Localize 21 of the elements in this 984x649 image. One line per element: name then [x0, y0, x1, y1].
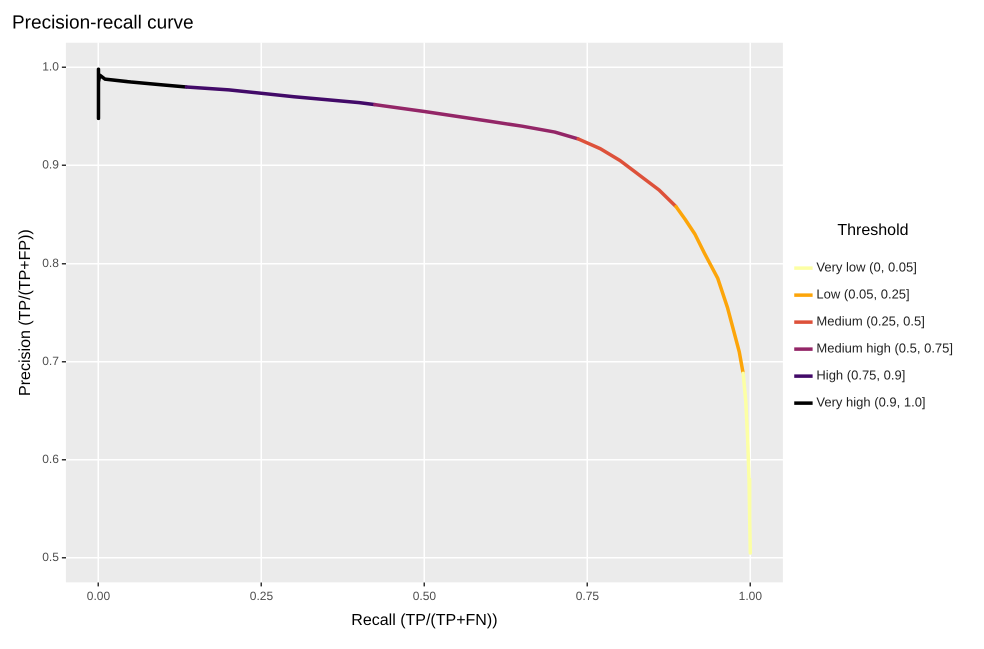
- x-tick-label: 0.00: [86, 588, 110, 603]
- x-tick-label: 1.00: [738, 588, 762, 603]
- legend-label: High (0.75, 0.9]: [816, 368, 906, 383]
- legend-label: Very low (0, 0.05]: [816, 260, 917, 275]
- y-tick-label: 0.8: [42, 256, 60, 270]
- y-tick-label: 0.5: [42, 550, 60, 564]
- y-tick-label: 0.7: [42, 354, 60, 368]
- legend-label: Medium high (0.5, 0.75]: [816, 340, 953, 356]
- legend-title: Threshold: [837, 222, 909, 239]
- x-tick-label: 0.50: [412, 588, 436, 603]
- legend-label: Low (0.05, 0.25]: [816, 286, 910, 302]
- y-axis-title: Precision (TP/(TP+FP)): [17, 229, 34, 396]
- x-tick-label: 0.75: [576, 588, 600, 603]
- y-tick-label: 0.6: [42, 452, 60, 466]
- x-tick-label: 0.25: [250, 588, 274, 603]
- chart-title: Precision-recall curve: [12, 12, 194, 34]
- x-axis-title: Recall (TP/(TP+FN)): [351, 612, 498, 629]
- legend-label: Medium (0.25, 0.5]: [816, 314, 925, 329]
- legend-label: Very high (0.9, 1.0]: [816, 394, 926, 410]
- y-tick-label: 0.9: [42, 158, 60, 172]
- y-tick-label: 1.0: [42, 60, 60, 74]
